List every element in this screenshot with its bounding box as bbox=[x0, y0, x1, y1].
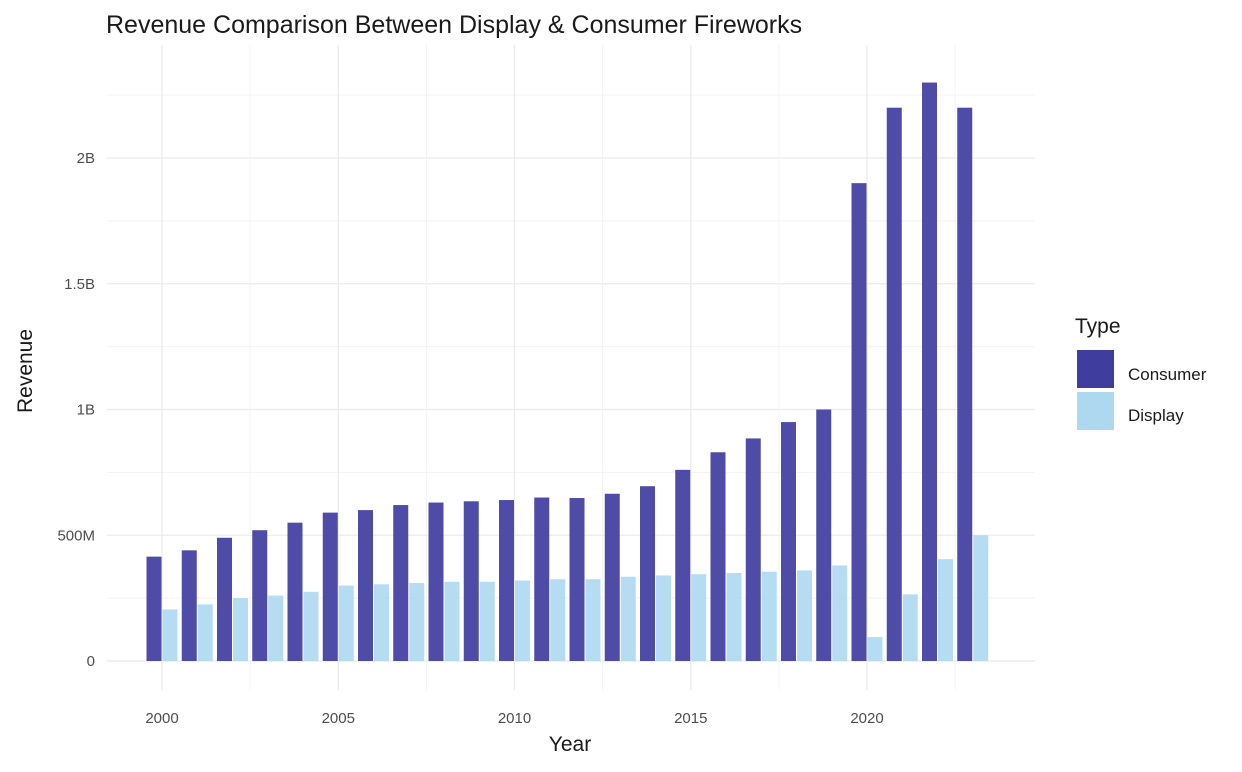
bar-consumer-2020 bbox=[851, 183, 867, 661]
bar-display-2021 bbox=[902, 594, 918, 661]
bar-consumer-2015 bbox=[675, 469, 691, 661]
y-tick-label: 2B bbox=[77, 150, 95, 167]
bar-display-2008 bbox=[444, 581, 460, 661]
bar-consumer-2013 bbox=[604, 493, 620, 661]
bar-display-2016 bbox=[726, 572, 742, 661]
chart-title: Revenue Comparison Between Display & Con… bbox=[106, 11, 802, 39]
bar-display-2005 bbox=[338, 585, 354, 661]
legend-title: Type bbox=[1075, 315, 1121, 338]
bar-display-2003 bbox=[268, 595, 284, 661]
x-tick-label: 2000 bbox=[145, 710, 178, 727]
bar-consumer-2003 bbox=[252, 530, 268, 661]
bar-consumer-2023 bbox=[957, 107, 973, 661]
bar-display-2020 bbox=[867, 637, 883, 661]
legend-label-consumer: Consumer bbox=[1128, 365, 1207, 384]
legend: Type Consumer Display bbox=[1075, 315, 1207, 430]
bar-display-2004 bbox=[303, 591, 319, 661]
bar-display-2010 bbox=[515, 580, 530, 661]
bar-consumer-2000 bbox=[146, 556, 162, 661]
bar-display-2009 bbox=[479, 581, 495, 661]
bar-display-2002 bbox=[233, 598, 248, 661]
bar-consumer-2002 bbox=[217, 537, 232, 661]
bar-display-2015 bbox=[691, 574, 707, 661]
y-tick-label: 500M bbox=[57, 527, 95, 544]
bar-consumer-2006 bbox=[358, 510, 373, 661]
bar-consumer-2012 bbox=[569, 498, 585, 661]
bar-display-2018 bbox=[797, 570, 812, 661]
bar-display-2007 bbox=[409, 583, 425, 661]
x-tick-label: 2020 bbox=[850, 710, 883, 727]
legend-label-display: Display bbox=[1128, 406, 1184, 425]
bar-consumer-2022 bbox=[922, 82, 937, 662]
y-tick-label: 1B bbox=[77, 402, 95, 419]
bar-display-2006 bbox=[374, 584, 389, 661]
bar-display-2011 bbox=[550, 579, 566, 661]
bar-consumer-2014 bbox=[640, 486, 655, 661]
legend-key-display bbox=[1077, 392, 1114, 430]
bar-consumer-2007 bbox=[393, 505, 409, 661]
x-axis-label: Year bbox=[549, 733, 591, 756]
y-tick-label: 1.5B bbox=[64, 276, 95, 293]
bar-consumer-2018 bbox=[781, 422, 796, 661]
bar-display-2000 bbox=[162, 609, 178, 661]
bar-consumer-2016 bbox=[710, 452, 726, 661]
bar-consumer-2010 bbox=[499, 500, 514, 661]
bar-display-2017 bbox=[761, 571, 777, 661]
bar-consumer-2019 bbox=[816, 409, 832, 661]
bar-display-2023 bbox=[973, 535, 989, 661]
bar-display-2019 bbox=[832, 565, 848, 661]
legend-key-consumer bbox=[1077, 350, 1114, 388]
bar-consumer-2004 bbox=[287, 522, 303, 661]
x-tick-label: 2005 bbox=[322, 710, 355, 727]
bar-consumer-2005 bbox=[322, 512, 338, 661]
bar-consumer-2009 bbox=[463, 501, 479, 661]
x-tick-label: 2010 bbox=[498, 710, 531, 727]
bar-consumer-2017 bbox=[745, 438, 761, 661]
bar-consumer-2011 bbox=[534, 497, 550, 661]
bar-display-2014 bbox=[656, 575, 671, 661]
bar-display-2013 bbox=[620, 576, 636, 661]
y-tick-label: 0 bbox=[87, 653, 95, 670]
bar-consumer-2008 bbox=[428, 502, 444, 661]
bar-consumer-2001 bbox=[181, 550, 197, 661]
bar-display-2022 bbox=[938, 559, 953, 661]
bar-consumer-2021 bbox=[886, 107, 902, 661]
x-tick-label: 2015 bbox=[674, 710, 707, 727]
bar-display-2012 bbox=[585, 579, 601, 661]
bar-display-2001 bbox=[197, 604, 213, 661]
y-axis-label: Revenue bbox=[14, 329, 37, 413]
